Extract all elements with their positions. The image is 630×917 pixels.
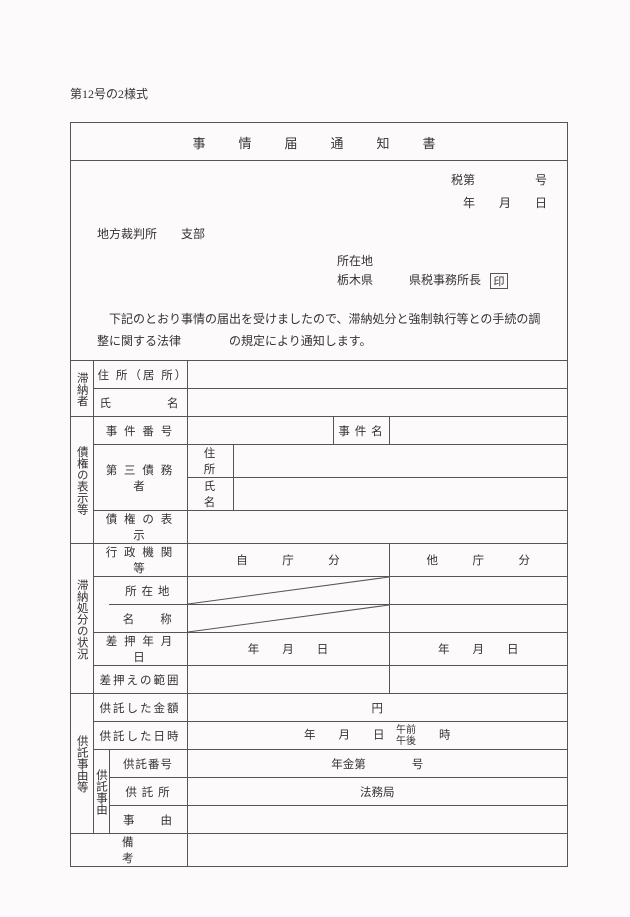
label-reason: 事 由 — [109, 806, 187, 834]
val-case-no — [187, 417, 333, 445]
form-title: 事 情 届 通 知 書 — [71, 123, 567, 160]
office-name: 栃木県 県税事務所長 — [337, 273, 481, 287]
label-sub-address: 住 所 — [187, 445, 233, 478]
val-deposit-amount: 円 — [187, 694, 567, 722]
diag-name2 — [187, 605, 389, 633]
label-deposit-datetime: 供託した日時 — [93, 722, 187, 750]
main-grid: 滞納者 住 所（居 所） 氏 名 債権の表示等 事 件 番 号 事 件 名 第 … — [71, 360, 567, 866]
val-sub-address — [233, 445, 567, 478]
val-seizure-date-self: 年 月 日 — [187, 633, 389, 666]
section-claim: 債権の表示等 — [71, 417, 93, 544]
label-third-debtor: 第 三 債 務 者 — [93, 445, 187, 511]
val-seizure-scope-other — [389, 666, 567, 694]
label-deposit-no: 供託番号 — [109, 750, 187, 778]
form-number-label: 第12号の2様式 — [70, 85, 570, 102]
val-reason — [187, 806, 567, 834]
label-sub-name: 氏 名 — [187, 478, 233, 511]
val-seizure-scope-self — [187, 666, 389, 694]
label-other-office: 他 庁 分 — [389, 544, 567, 577]
label-seizure-scope: 差押えの範囲 — [93, 666, 187, 694]
val-remarks — [187, 834, 567, 867]
val-seizure-date-other: 年 月 日 — [389, 633, 567, 666]
label-claim-display: 債 権 の 表 示 — [93, 511, 187, 544]
diag-location — [187, 577, 389, 605]
label-seizure-date: 差 押 年 月 日 — [93, 633, 187, 666]
val-name — [187, 389, 567, 417]
label-name2: 名 称 — [109, 605, 187, 633]
label-self-office: 自 庁 分 — [187, 544, 389, 577]
val-sub-name — [233, 478, 567, 511]
val-deposit-no: 年金第 号 — [187, 750, 567, 778]
doc-number: 税第 号 — [97, 171, 547, 188]
label-name: 氏 名 — [93, 389, 187, 417]
val-case-name — [389, 417, 567, 445]
seal-mark: 印 — [490, 273, 508, 289]
header-block: 税第 号 年 月 日 地方裁判所 支部 所在地 栃木県 県税事務所長 印 — [71, 161, 567, 297]
label-case-no: 事 件 番 号 — [93, 417, 187, 445]
val-location-other — [389, 577, 567, 605]
section-disposition: 滞納処分の状況 — [71, 544, 93, 694]
label-location: 所 在 地 — [109, 577, 187, 605]
notice-line2: 整に関する法律 の規定により通知します。 — [97, 334, 372, 348]
val-claim-display — [187, 511, 567, 544]
label-admin-agency: 行 政 機 関 等 — [93, 544, 187, 577]
label-case-name: 事 件 名 — [333, 417, 389, 445]
val-deposit-office: 法務局 — [187, 778, 567, 806]
val-name2-other — [389, 605, 567, 633]
form-container: 事 情 届 通 知 書 税第 号 年 月 日 地方裁判所 支部 所在地 栃木県 … — [70, 122, 568, 867]
label-deposit-amount: 供託した金額 — [93, 694, 187, 722]
section-delinquent: 滞納者 — [71, 361, 93, 417]
section-deposit: 供託事由等 — [71, 694, 93, 834]
office-location-label: 所在地 — [337, 252, 547, 269]
label-address: 住 所（居 所） — [93, 361, 187, 389]
label-remarks: 備 考 — [71, 834, 187, 867]
notice-line1: 下記のとおり事情の届出を受けましたので、滞納処分と強制執行等との手続の調 — [97, 312, 540, 326]
label-deposit-reason-group: 供託事由 — [93, 750, 109, 834]
addressee: 地方裁判所 支部 — [97, 225, 547, 242]
notice-text: 下記のとおり事情の届出を受けましたので、滞納処分と強制執行等との手続の調 整に関… — [71, 297, 567, 360]
date-field: 年 月 日 — [97, 194, 547, 211]
label-deposit-office: 供 託 所 — [109, 778, 187, 806]
val-deposit-datetime: 年 月 日 午前 午後 時 — [187, 722, 567, 750]
val-address — [187, 361, 567, 389]
